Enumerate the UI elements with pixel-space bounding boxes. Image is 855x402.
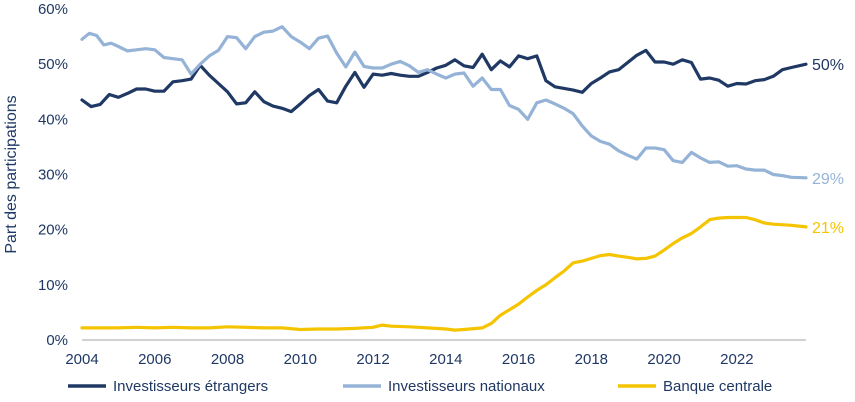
series-lines [80, 25, 808, 332]
series-line [80, 25, 808, 180]
series-line [80, 48, 808, 114]
x-tick-label: 2014 [429, 351, 462, 368]
legend-entry-label: Banque centrale [663, 378, 772, 395]
series-line [80, 215, 808, 332]
y-tick-label: 40% [38, 111, 68, 128]
x-tick-label: 2010 [284, 351, 317, 368]
y-axis-label: Part des participations [3, 95, 20, 253]
end-value-label: 21% [812, 220, 844, 237]
y-tick-label: 20% [38, 222, 68, 239]
x-tick-label: 2018 [575, 351, 608, 368]
y-tick-label: 50% [38, 56, 68, 73]
x-tick-label: 2004 [65, 351, 98, 368]
legend: Investisseurs étrangers Investisseurs nat… [68, 378, 772, 395]
y-tick-label: 60% [38, 1, 68, 18]
legend-entry-label: Investisseurs nationaux [388, 378, 545, 395]
y-axis-ticks: 0% 10% 20% 30% 40% 50% 60% [38, 1, 68, 349]
x-tick-label: 2020 [647, 351, 680, 368]
x-tick-label: 2016 [502, 351, 535, 368]
x-tick-label: 2008 [211, 351, 244, 368]
x-tick-label: 2006 [138, 351, 171, 368]
x-axis-ticks: 2004 2006 2008 2010 2012 2014 2016 2018 2020 2022 [65, 351, 753, 368]
legend-entry-label: Investisseurs étrangers [113, 378, 268, 395]
y-tick-label: 30% [38, 167, 68, 184]
end-value-label: 50% [812, 57, 844, 74]
end-labels: 50% 29% 21% [812, 57, 844, 237]
x-tick-label: 2012 [356, 351, 389, 368]
end-value-label: 29% [812, 171, 844, 188]
x-tick-label: 2022 [720, 351, 753, 368]
y-tick-label: 10% [38, 277, 68, 294]
y-tick-label: 0% [46, 332, 68, 349]
